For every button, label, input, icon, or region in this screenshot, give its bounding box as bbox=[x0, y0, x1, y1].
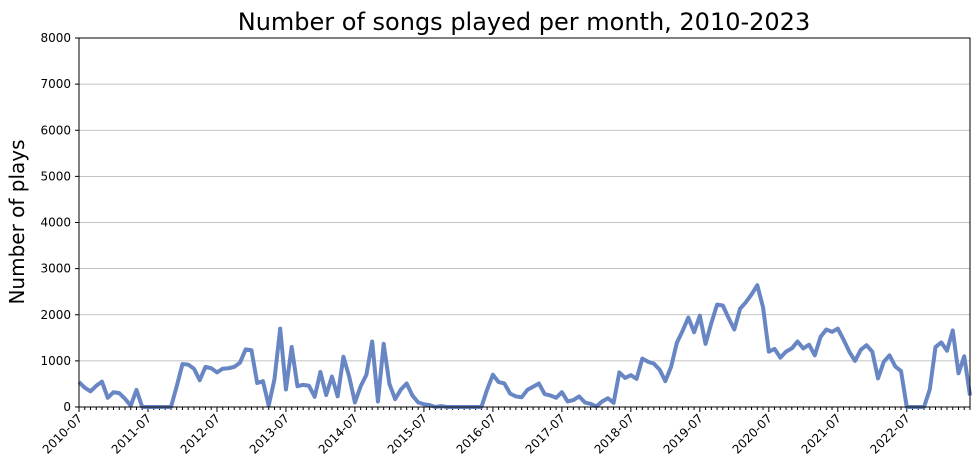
x-tick-label: 2012-07 bbox=[178, 411, 223, 456]
x-tick-label: 2017-07 bbox=[523, 411, 568, 456]
y-tick-label: 3000 bbox=[40, 262, 71, 276]
x-tick-label: 2013-07 bbox=[247, 411, 292, 456]
x-tick-label: 2010-07 bbox=[40, 411, 85, 456]
x-tick-label: 2022-07 bbox=[868, 411, 913, 456]
x-tick-label: 2019-07 bbox=[661, 411, 706, 456]
y-tick-label: 6000 bbox=[40, 123, 71, 137]
y-axis-label: Number of plays bbox=[5, 139, 29, 304]
y-tick-label: 2000 bbox=[40, 308, 71, 322]
chart-title: Number of songs played per month, 2010-2… bbox=[238, 8, 810, 36]
y-tick-label: 4000 bbox=[40, 216, 71, 230]
x-tick-label: 2014-07 bbox=[316, 411, 361, 456]
x-tick-label: 2021-07 bbox=[799, 411, 844, 456]
y-tick-label: 8000 bbox=[40, 31, 71, 45]
y-tick-label: 0 bbox=[63, 400, 71, 414]
plot-frame bbox=[78, 37, 971, 408]
x-tick-label: 2018-07 bbox=[592, 411, 637, 456]
x-tick-label: 2011-07 bbox=[109, 411, 154, 456]
data-line bbox=[77, 283, 972, 409]
y-tick-label: 5000 bbox=[40, 169, 71, 183]
y-tick-label: 1000 bbox=[40, 354, 71, 368]
y-tick-label: 7000 bbox=[40, 77, 71, 91]
x-tick-label: 2016-07 bbox=[454, 411, 499, 456]
x-tick-label: 2015-07 bbox=[385, 411, 430, 456]
x-tick-label: 2020-07 bbox=[730, 411, 775, 456]
